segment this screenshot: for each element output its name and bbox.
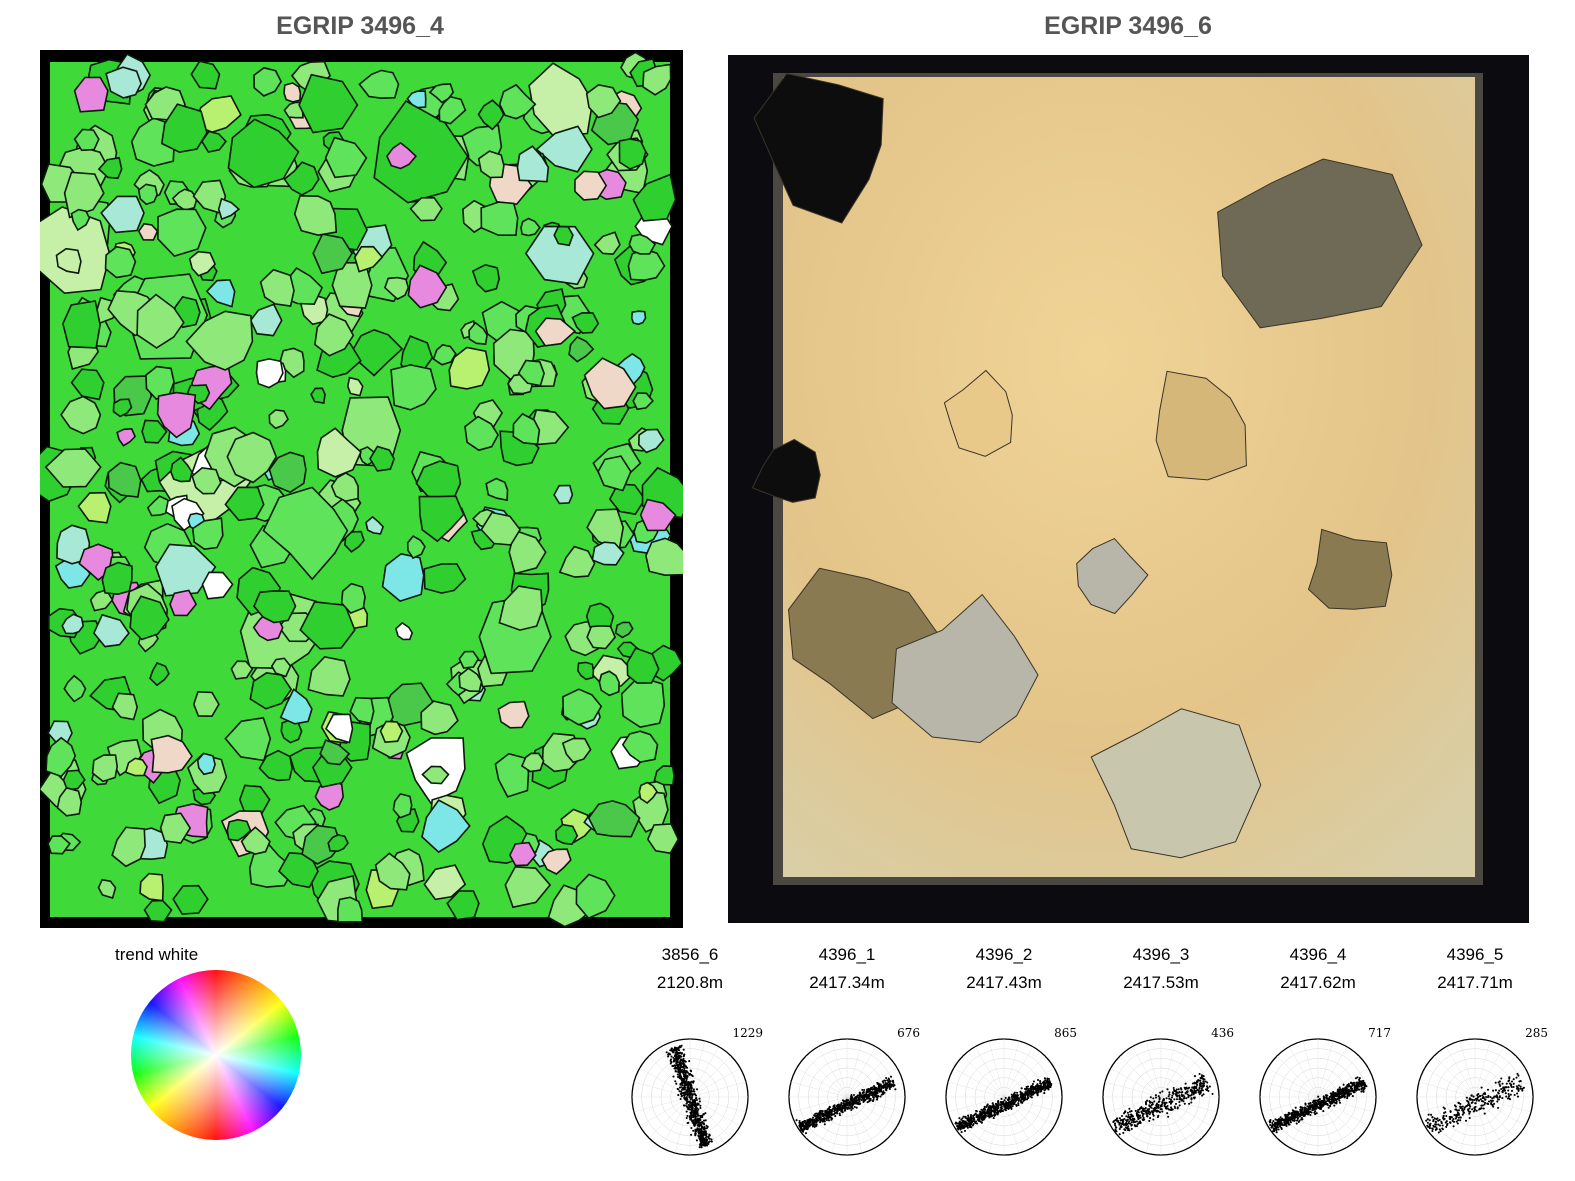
stereonet-gridline xyxy=(1104,1081,1218,1113)
grain-count: 1229 xyxy=(732,1026,763,1040)
sample-depth: 2417.62m xyxy=(1280,973,1356,992)
sample-depth: 2417.43m xyxy=(966,973,1042,992)
orientation-map-image xyxy=(40,50,683,928)
stereonet: 676 xyxy=(788,1026,920,1156)
sample-id: 4396_4 xyxy=(1289,945,1347,964)
sample-id: 4396_3 xyxy=(1132,945,1190,964)
sample-depth: 2417.34m xyxy=(809,973,885,992)
grain-count: 676 xyxy=(897,1026,920,1040)
grain-count: 285 xyxy=(1525,1026,1548,1040)
pole-figure-5: 4396_4 2417.62m 717 xyxy=(1243,945,1393,1156)
pole-points xyxy=(954,1077,1053,1134)
pole-figure-4: 4396_3 2417.53m 436 xyxy=(1086,945,1236,1156)
sample-id: 3856_6 xyxy=(661,945,719,964)
left-panel-title: EGRIP 3496_4 xyxy=(276,12,444,40)
stereonet: 717 xyxy=(1259,1026,1391,1156)
pole-figure-6: 4396_5 2417.71m 285 xyxy=(1400,945,1550,1156)
pole-figure-3: 4396_2 2417.43m 865 xyxy=(929,945,1079,1156)
sample-depth: 2417.53m xyxy=(1123,973,1199,992)
color-wheel-icon xyxy=(131,970,301,1140)
sample-id: 4396_2 xyxy=(975,945,1033,964)
pole-points xyxy=(665,1044,713,1149)
sample-depth: 2417.71m xyxy=(1437,973,1513,992)
grain-count: 717 xyxy=(1368,1026,1391,1040)
stereonet: 1229 xyxy=(631,1026,763,1156)
stereonet: 865 xyxy=(945,1026,1077,1156)
stereonet: 436 xyxy=(1102,1026,1234,1156)
legend-label: trend white xyxy=(115,945,199,964)
sample-id: 4396_5 xyxy=(1446,945,1504,964)
right-panel-title: EGRIP 3496_6 xyxy=(1044,12,1212,40)
pole-points xyxy=(795,1075,897,1135)
pole-figure-2: 4396_1 2417.34m 676 xyxy=(772,945,922,1156)
grain-count: 436 xyxy=(1211,1026,1234,1040)
grain-count: 865 xyxy=(1054,1026,1077,1040)
stereonet: 285 xyxy=(1416,1026,1548,1156)
pole-figure-1: 3856_6 2120.8m 1229 xyxy=(615,945,765,1156)
sample-id: 4396_1 xyxy=(818,945,876,964)
thin-section-image xyxy=(728,55,1529,923)
pole-points xyxy=(1425,1072,1525,1134)
sample-depth: 2120.8m xyxy=(656,973,724,992)
pole-points xyxy=(1112,1072,1214,1136)
pole-points xyxy=(1268,1076,1368,1134)
